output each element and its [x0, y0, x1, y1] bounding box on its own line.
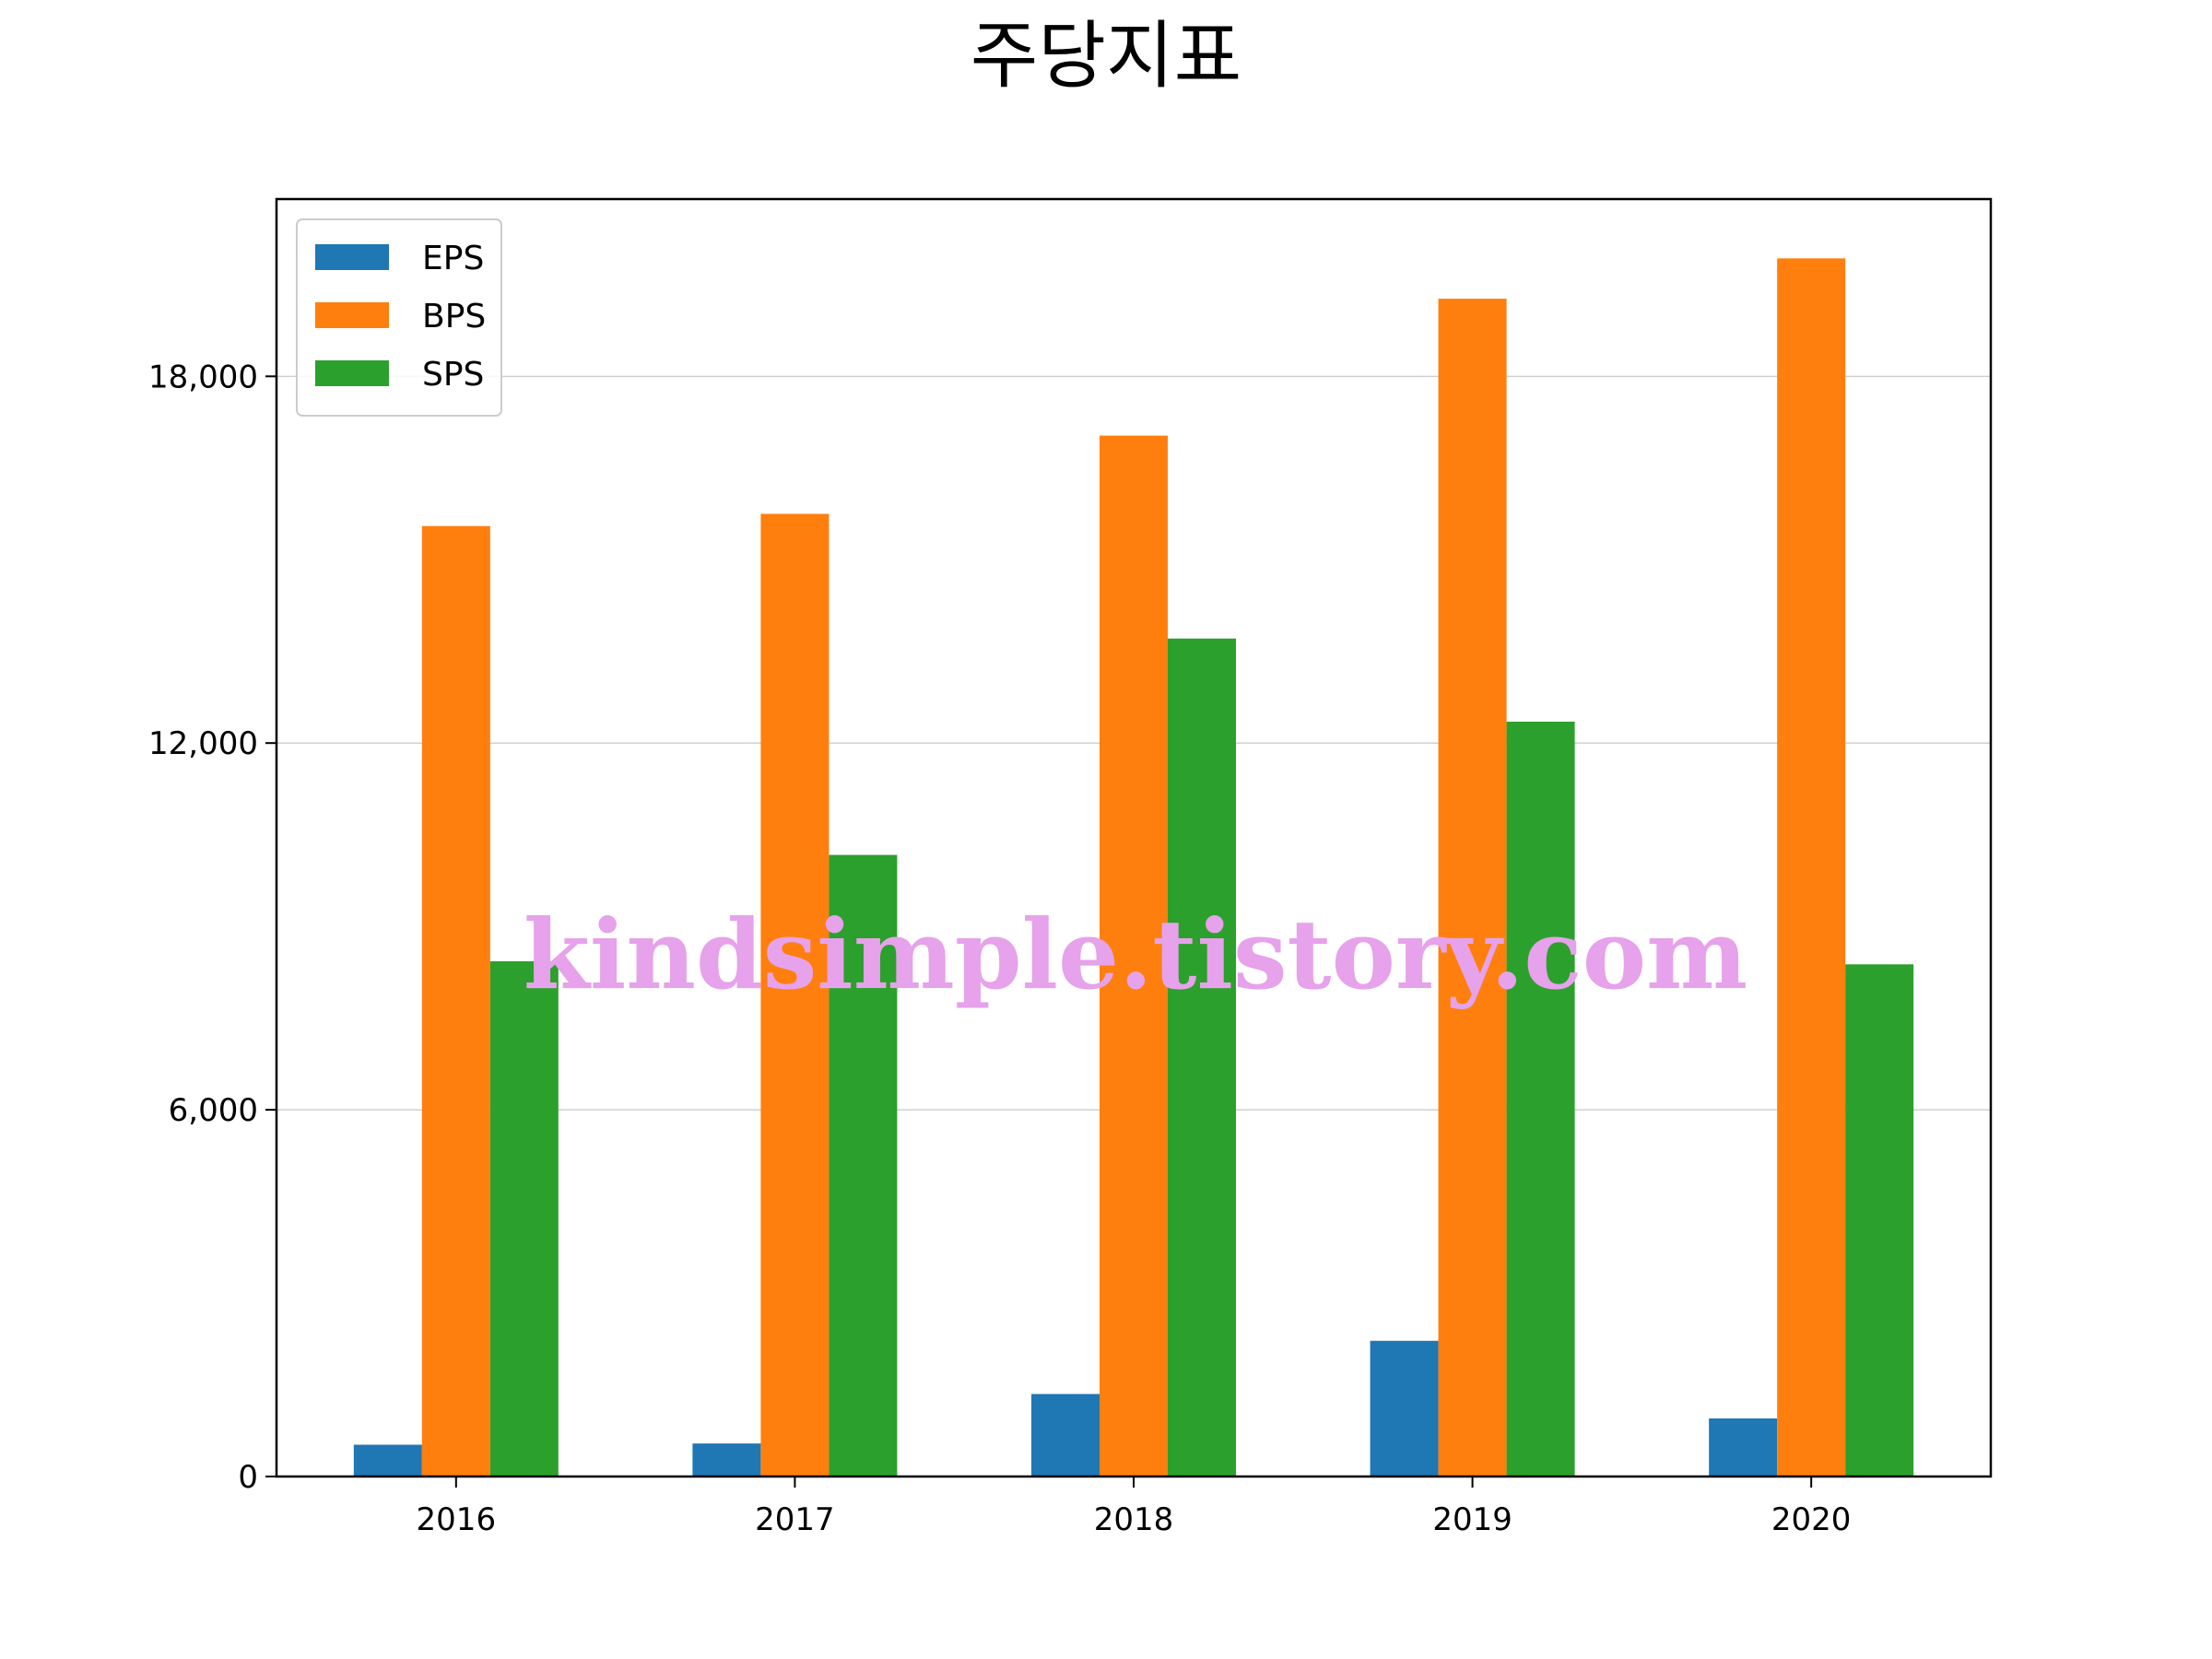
- legend-swatch-eps: [315, 244, 389, 270]
- legend: EPS BPS SPS: [296, 218, 502, 417]
- bar-bps-2016: [421, 525, 490, 1477]
- x-tick-label: 2018: [1094, 1501, 1174, 1538]
- bar-sps-2019: [1506, 722, 1575, 1477]
- legend-swatch-sps: [315, 360, 389, 386]
- bars: [353, 258, 1914, 1477]
- bar-eps-2017: [692, 1443, 761, 1477]
- x-tick-label: 2020: [1771, 1501, 1852, 1538]
- bar-sps-2016: [489, 960, 559, 1477]
- x-tick-label: 2017: [755, 1501, 835, 1538]
- watermark: kindsimple.tistory.com: [524, 898, 1747, 1011]
- bar-eps-2020: [1709, 1418, 1778, 1477]
- bar-bps-2017: [760, 513, 830, 1477]
- y-tick-label: 6,000: [169, 1092, 258, 1129]
- chart-title: 주당지표: [971, 13, 1241, 99]
- x-tick-label: 2019: [1432, 1501, 1512, 1538]
- y-axis: 0 6,000 12,000 18,000: [148, 359, 276, 1496]
- bar-bps-2018: [1100, 435, 1168, 1477]
- x-tick-label: 2016: [417, 1501, 497, 1538]
- y-tick-label: 18,000: [148, 359, 258, 395]
- bar-eps-2019: [1370, 1340, 1439, 1477]
- legend-label-sps: SPS: [422, 356, 484, 394]
- legend-label-eps: EPS: [422, 240, 484, 277]
- bar-eps-2018: [1031, 1394, 1100, 1477]
- y-tick-label: 12,000: [148, 725, 258, 762]
- bar-bps-2019: [1438, 299, 1507, 1477]
- y-tick-label: 0: [238, 1459, 258, 1496]
- bar-sps-2020: [1845, 964, 1914, 1477]
- bar-eps-2016: [353, 1444, 422, 1477]
- legend-swatch-bps: [315, 302, 389, 328]
- bar-sps-2018: [1168, 638, 1236, 1477]
- bar-sps-2017: [829, 854, 898, 1477]
- bar-bps-2020: [1777, 258, 1846, 1477]
- legend-label-bps: BPS: [422, 298, 486, 335]
- x-axis: 2016 2017 2018 2019 2020: [417, 1477, 1852, 1538]
